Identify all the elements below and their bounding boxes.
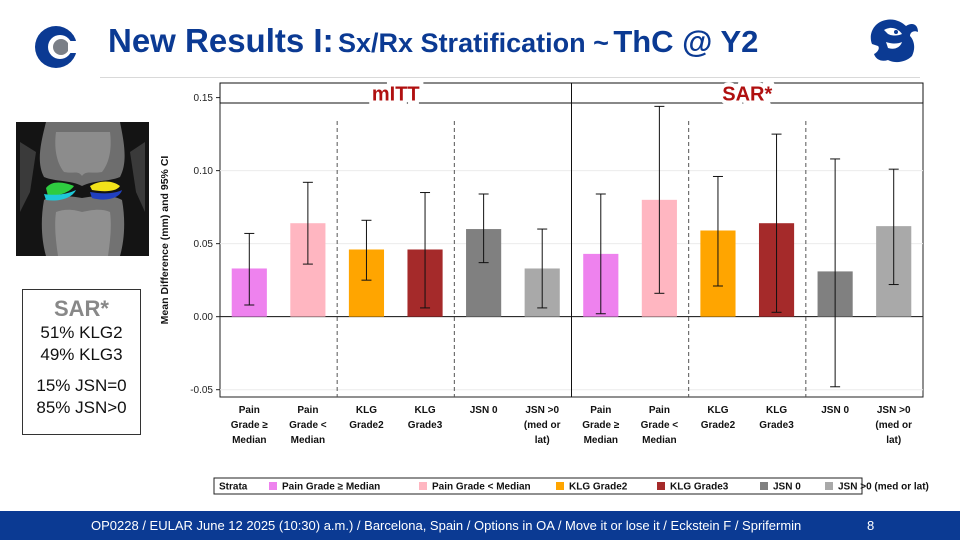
x-tick-label: Grade ≥ <box>231 420 269 431</box>
x-tick-label: Pain <box>590 405 611 416</box>
x-tick-label: Grade2 <box>349 420 384 431</box>
sar-klg2-share: 51% KLG2 <box>40 323 123 342</box>
knee-mri-image <box>16 122 149 256</box>
x-tick-label: Pain <box>649 405 670 416</box>
x-tick-label: JSN >0 <box>877 405 911 416</box>
panel-title: mITT <box>372 84 420 106</box>
y-tick-label: 0.00 <box>194 312 214 323</box>
title-divider <box>100 77 920 78</box>
x-tick-label: KLG <box>707 405 728 416</box>
legend-swatch <box>419 482 427 490</box>
legend-swatch <box>269 482 277 490</box>
x-tick-label: Median <box>291 435 325 446</box>
legend-swatch <box>825 482 833 490</box>
panel-title-band <box>571 82 924 104</box>
y-axis-label: Mean Difference (mm) and 95% CI <box>159 156 171 325</box>
x-tick-label: Median <box>642 435 676 446</box>
x-tick-label: Grade < <box>289 420 327 431</box>
title-sub: Sx/Rx Stratification ~ <box>338 28 609 58</box>
sar-jsn0-share: 15% JSN=0 <box>36 376 127 395</box>
x-tick-label: KLG <box>414 405 435 416</box>
x-tick-label: Median <box>232 435 266 446</box>
x-tick-label: Grade2 <box>701 420 736 431</box>
sar-summary-title: SAR* <box>53 296 109 321</box>
brand-logo-icon <box>35 26 78 68</box>
sar-summary-box: SAR* 51% KLG2 49% KLG3 15% JSN=0 85% JSN… <box>22 289 141 435</box>
panel-title: SAR* <box>722 84 772 106</box>
legend-title: Strata <box>219 482 248 493</box>
x-tick-label: JSN 0 <box>821 405 849 416</box>
x-tick-label: Median <box>584 435 618 446</box>
x-tick-label: Grade ≥ <box>582 420 620 431</box>
institution-seal-icon <box>870 19 918 63</box>
slide-footer: OP0228 / EULAR June 12 2025 (10:30) a.m.… <box>0 511 960 540</box>
legend-label: JSN 0 <box>773 482 801 493</box>
legend-label: KLG Grade2 <box>569 482 628 493</box>
footer-citation: OP0228 / EULAR June 12 2025 (10:30) a.m.… <box>91 518 802 533</box>
legend-swatch <box>556 482 564 490</box>
legend-swatch <box>657 482 665 490</box>
title-tail: ThC @ Y2 <box>613 24 759 59</box>
x-tick-label: JSN >0 <box>525 405 559 416</box>
x-tick-label: (med or <box>524 420 561 431</box>
x-tick-label: KLG <box>766 405 787 416</box>
x-tick-label: Pain <box>297 405 318 416</box>
x-tick-label: lat) <box>535 435 550 446</box>
sar-jsn-gt0-share: 85% JSN>0 <box>36 398 127 417</box>
x-tick-label: (med or <box>875 420 912 431</box>
x-tick-label: JSN 0 <box>470 405 498 416</box>
legend-swatch <box>760 482 768 490</box>
x-tick-label: KLG <box>356 405 377 416</box>
stratification-bar-chart: -0.05 0.00 0.05 0.10 0.15 Mean Difference (mm… <box>159 80 929 495</box>
x-tick-label: Grade < <box>641 420 679 431</box>
x-tick-label: Grade3 <box>759 420 794 431</box>
y-tick-label: 0.15 <box>194 93 214 104</box>
x-tick-label: Grade3 <box>408 420 443 431</box>
sar-klg3-share: 49% KLG3 <box>40 345 123 364</box>
legend-box <box>213 477 863 495</box>
legend-label: JSN >0 (med or lat) <box>838 482 929 493</box>
title-main: New Results I: <box>108 22 334 59</box>
x-tick-label: Pain <box>239 405 260 416</box>
legend-label: Pain Grade ≥ Median <box>282 482 380 493</box>
y-tick-label: -0.05 <box>190 385 213 396</box>
y-tick-label: 0.10 <box>194 166 214 177</box>
slide-title: New Results I: Sx/Rx Stratification ~ Th… <box>108 22 758 60</box>
y-tick-label: 0.05 <box>194 239 214 250</box>
legend-label: KLG Grade3 <box>670 482 729 493</box>
x-tick-label: lat) <box>886 435 901 446</box>
page-number: 8 <box>867 518 875 533</box>
legend-label: Pain Grade < Median <box>432 482 531 493</box>
